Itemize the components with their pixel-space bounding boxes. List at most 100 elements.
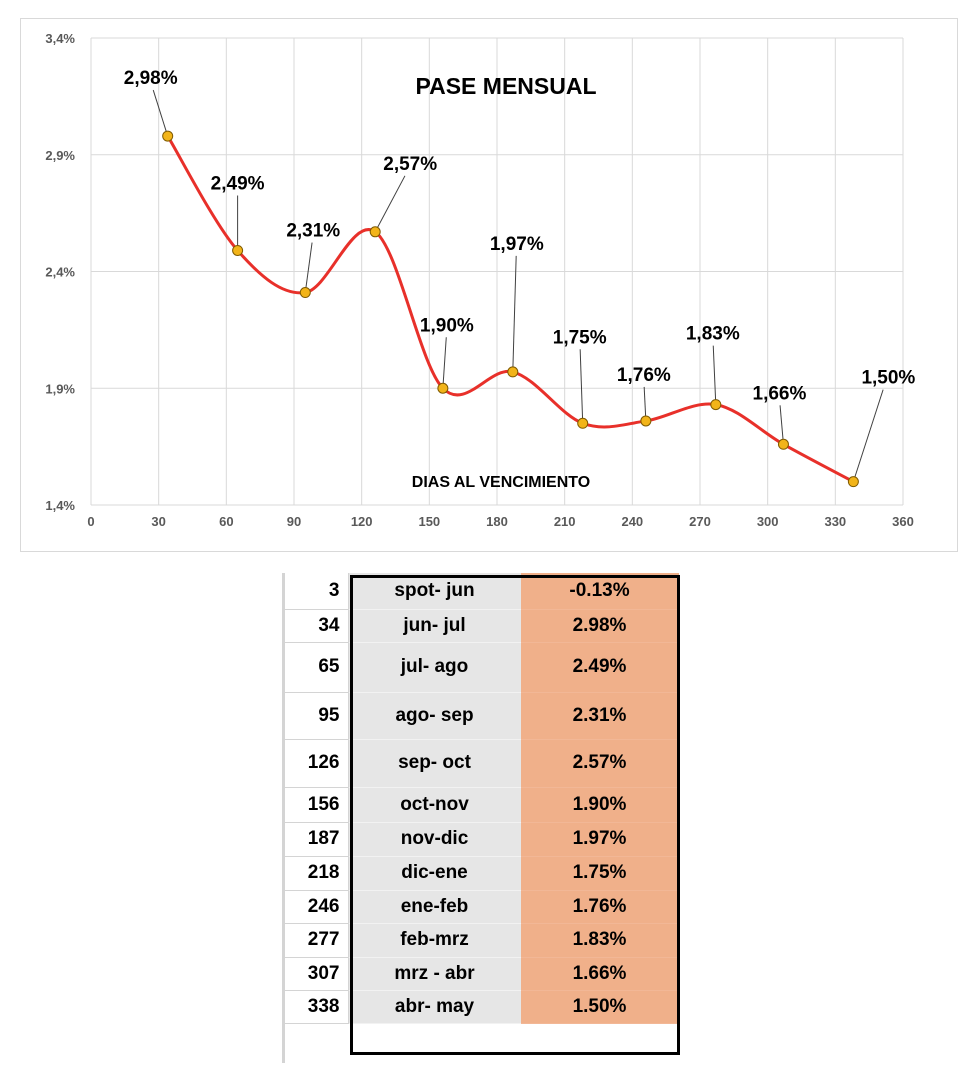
data-point bbox=[437, 382, 449, 394]
pair-cell: ene-feb bbox=[348, 890, 521, 924]
pair-cell: mrz - abr bbox=[348, 957, 521, 991]
pair-cell: abr- may bbox=[348, 990, 521, 1024]
rate-cell: 1.97% bbox=[520, 822, 679, 857]
y-tick-label: 2,9% bbox=[45, 148, 75, 163]
rates-table-area: 3 spot- jun -0.13% 34 jun- jul 2.98% 65 jul- ag… bbox=[282, 573, 692, 1063]
pair-cell: oct-nov bbox=[348, 787, 521, 823]
pair-cell: feb-mrz bbox=[348, 923, 521, 958]
days-cell: 65 bbox=[282, 642, 349, 693]
x-axis-label: DIAS AL VENCIMIENTO bbox=[412, 474, 590, 491]
days-cell: 187 bbox=[282, 822, 349, 857]
days-cell: 338 bbox=[282, 990, 349, 1024]
label-leader bbox=[374, 175, 406, 233]
data-point bbox=[162, 130, 174, 142]
x-tick-label: 210 bbox=[554, 514, 576, 529]
rate-cell: 1.83% bbox=[520, 923, 679, 958]
x-tick-label: 120 bbox=[351, 514, 373, 529]
x-axis-ticks: 0 30 60 90 120 150 180 210 240 270 300 330 360 bbox=[87, 514, 913, 529]
data-label: 1,97% bbox=[490, 234, 544, 255]
days-cell: 307 bbox=[282, 957, 349, 991]
table-row: 65 jul- ago 2.49% bbox=[282, 642, 679, 693]
table-row: 3 spot- jun -0.13% bbox=[282, 573, 679, 610]
table-row: 338 abr- may 1.50% bbox=[282, 990, 679, 1024]
data-markers bbox=[162, 130, 859, 488]
data-point bbox=[577, 417, 589, 429]
x-tick-label: 30 bbox=[151, 514, 165, 529]
data-point bbox=[299, 287, 311, 299]
x-tick-label: 180 bbox=[486, 514, 508, 529]
days-cell: 246 bbox=[282, 890, 349, 924]
label-leader bbox=[152, 89, 169, 137]
rate-cell: 1.75% bbox=[520, 856, 679, 891]
x-tick-label: 360 bbox=[892, 514, 914, 529]
data-label: 1,50% bbox=[861, 368, 915, 389]
data-label: 1,66% bbox=[753, 383, 807, 404]
y-tick-label: 1,4% bbox=[45, 498, 75, 513]
data-point bbox=[507, 366, 519, 378]
x-tick-label: 60 bbox=[219, 514, 233, 529]
label-leader bbox=[579, 349, 584, 424]
data-label: 1,75% bbox=[553, 327, 607, 348]
rate-cell: 2.98% bbox=[520, 609, 679, 643]
data-label: 1,90% bbox=[420, 315, 474, 336]
days-cell: 218 bbox=[282, 856, 349, 891]
rate-cell: -0.13% bbox=[520, 573, 679, 610]
label-leader bbox=[712, 345, 717, 405]
rate-cell: 1.50% bbox=[520, 990, 679, 1024]
x-tick-label: 90 bbox=[287, 514, 301, 529]
pair-cell: nov-dic bbox=[348, 822, 521, 857]
line-chart: 1,4% 1,9% 2,4% 2,9% 3,4% 0 30 60 90 120 150 180 210… bbox=[45, 31, 916, 529]
label-leader bbox=[512, 255, 517, 372]
x-tick-label: 300 bbox=[757, 514, 779, 529]
days-cell: 277 bbox=[282, 923, 349, 958]
data-point bbox=[710, 399, 722, 411]
label-leader bbox=[852, 389, 884, 482]
table-row: 246 ene-feb 1.76% bbox=[282, 890, 679, 924]
label-leader-lines bbox=[152, 89, 884, 482]
data-label: 2,49% bbox=[211, 173, 265, 194]
pair-cell: jul- ago bbox=[348, 642, 521, 693]
rates-table: 3 spot- jun -0.13% 34 jun- jul 2.98% 65 jul- ag… bbox=[282, 573, 679, 1024]
pair-cell: spot- jun bbox=[348, 573, 521, 610]
data-label: 2,31% bbox=[286, 221, 340, 242]
table-row: 156 oct-nov 1.90% bbox=[282, 787, 679, 823]
pair-cell: sep- oct bbox=[348, 739, 521, 788]
data-point bbox=[777, 438, 789, 450]
data-label: 1,83% bbox=[686, 324, 740, 345]
gridlines bbox=[90, 37, 904, 506]
x-tick-label: 150 bbox=[418, 514, 440, 529]
x-tick-label: 270 bbox=[689, 514, 711, 529]
table-row: 187 nov-dic 1.97% bbox=[282, 822, 679, 857]
label-leader bbox=[643, 386, 647, 421]
days-cell: 34 bbox=[282, 609, 349, 643]
data-labels: 2,98% 2,49% 2,31% 2,57% 1,90% 1,97% 1,75% 1,76%… bbox=[124, 68, 916, 404]
y-tick-label: 2,4% bbox=[45, 265, 75, 280]
days-cell: 126 bbox=[282, 739, 349, 788]
y-tick-label: 3,4% bbox=[45, 31, 75, 46]
rate-cell: 1.90% bbox=[520, 787, 679, 823]
chart-title: PASE MENSUAL bbox=[415, 73, 596, 99]
pair-cell: dic-ene bbox=[348, 856, 521, 891]
rate-cell: 1.76% bbox=[520, 890, 679, 924]
data-point bbox=[232, 244, 244, 256]
x-tick-label: 0 bbox=[87, 514, 94, 529]
y-tick-label: 1,9% bbox=[45, 381, 75, 396]
label-leader bbox=[304, 242, 313, 293]
table-row: 307 mrz - abr 1.66% bbox=[282, 957, 679, 991]
rate-cell: 2.49% bbox=[520, 642, 679, 693]
table-row: 277 feb-mrz 1.83% bbox=[282, 923, 679, 958]
days-cell: 95 bbox=[282, 692, 349, 740]
data-point bbox=[369, 226, 381, 238]
pair-cell: jun- jul bbox=[348, 609, 521, 643]
days-cell: 3 bbox=[282, 573, 349, 610]
rate-cell: 1.66% bbox=[520, 957, 679, 991]
data-point bbox=[847, 476, 859, 488]
data-label: 1,76% bbox=[617, 365, 671, 386]
series-line bbox=[166, 135, 855, 483]
label-leader bbox=[779, 405, 784, 445]
y-axis-ticks: 1,4% 1,9% 2,4% 2,9% 3,4% bbox=[45, 31, 75, 513]
rate-cell: 2.31% bbox=[520, 692, 679, 740]
table-row: 34 jun- jul 2.98% bbox=[282, 609, 679, 643]
table-row: 218 dic-ene 1.75% bbox=[282, 856, 679, 891]
x-tick-label: 330 bbox=[824, 514, 846, 529]
